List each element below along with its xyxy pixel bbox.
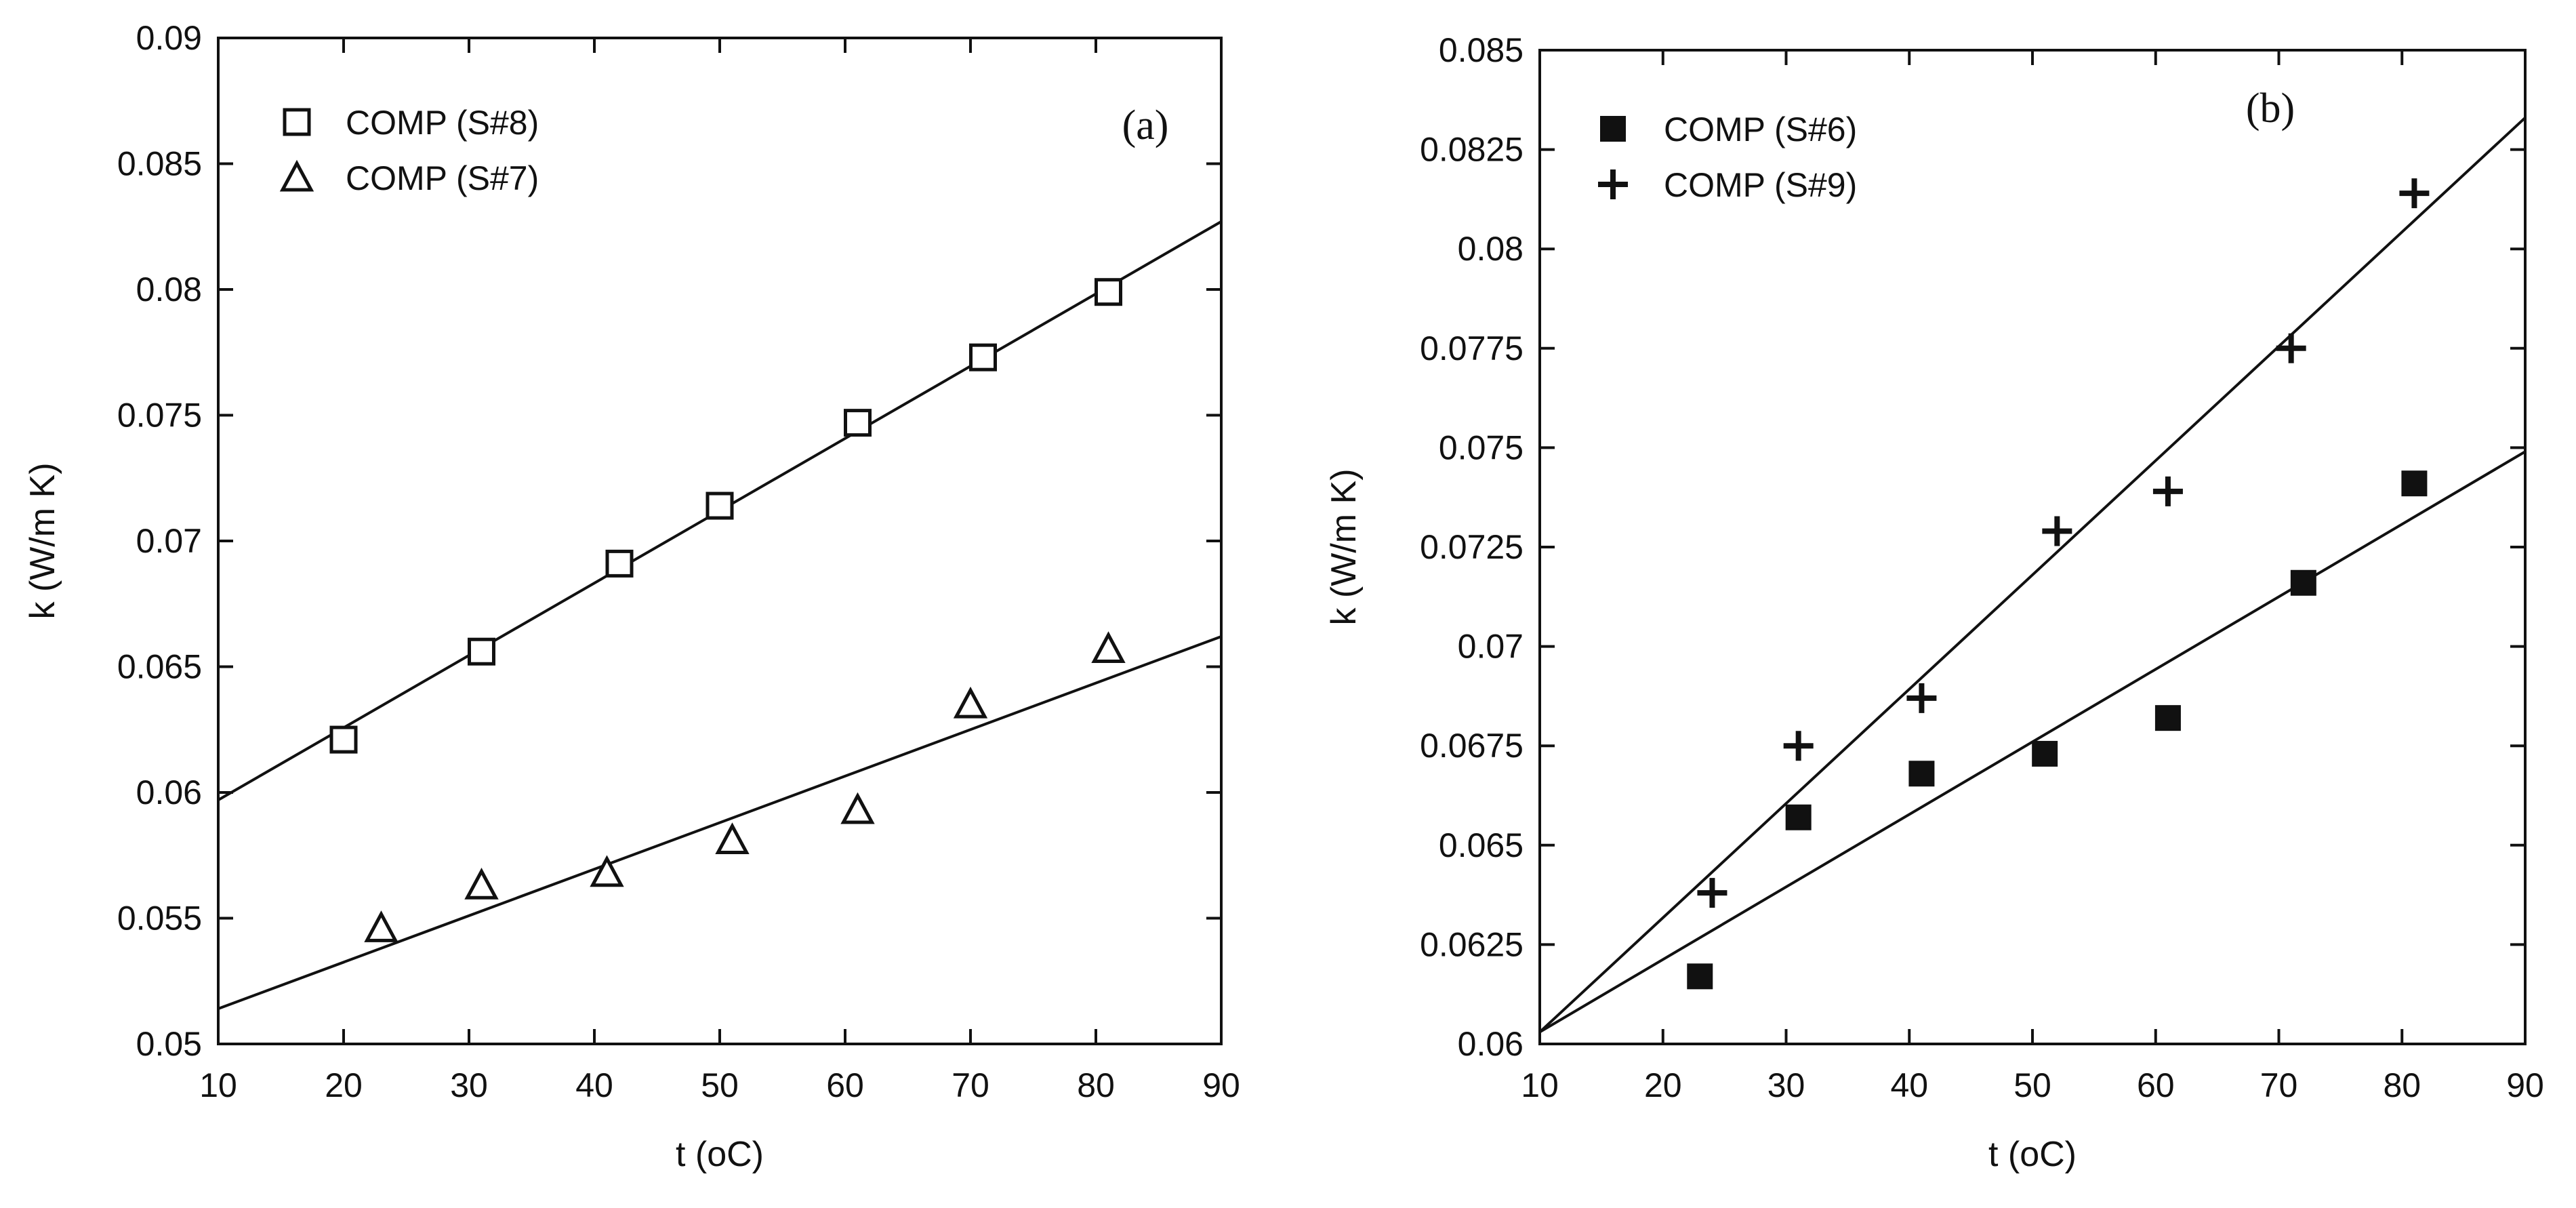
- data-point-series-2: [2276, 333, 2306, 363]
- chart-panel-b: 10 20 30 40 50 60 70 80 90 0.06 0.0625 0.065 0.0675…: [1324, 31, 2544, 1174]
- legend-label-series-2: COMP (S#9): [1664, 166, 1857, 204]
- legend-marker-series-2: [279, 159, 314, 192]
- legend-label-series-2: COMP (S#7): [346, 159, 539, 197]
- x-tick-label: 60: [2137, 1066, 2175, 1104]
- y-tick-label: 0.0675: [1420, 727, 1524, 765]
- data-point-series-1: [1095, 278, 1122, 306]
- data-point-series-1: [2154, 705, 2181, 731]
- y-tick-label: 0.08: [136, 270, 202, 308]
- x-axis-label-a: t (oC): [676, 1135, 764, 1174]
- data-point-series-2: [2042, 516, 2072, 546]
- x-tick-label: 20: [1644, 1066, 1682, 1104]
- x-axis-ticks-a: 10 20 30 40 50 60 70 80 90: [199, 38, 1240, 1104]
- data-point-series-1: [1785, 804, 1812, 830]
- data-point-series-2: [464, 867, 499, 900]
- x-tick-label: 10: [1521, 1066, 1559, 1104]
- y-axis-label-a: k (W/m K): [23, 462, 62, 619]
- data-point-series-2: [1906, 683, 1937, 713]
- x-tick-label: 40: [575, 1066, 613, 1104]
- y-tick-label: 0.065: [1439, 826, 1524, 864]
- x-tick-label: 70: [952, 1066, 989, 1104]
- data-point-series-1: [468, 637, 495, 666]
- x-tick-label: 80: [1077, 1066, 1115, 1104]
- x-tick-label: 50: [701, 1066, 739, 1104]
- x-tick-label: 70: [2260, 1066, 2298, 1104]
- panel-label-b: (b): [2246, 85, 2295, 132]
- y-tick-label: 0.05: [136, 1025, 202, 1063]
- x-tick-label: 40: [1890, 1066, 1928, 1104]
- panel-label-a: (a): [1122, 102, 1169, 148]
- data-points-a: [329, 278, 1126, 942]
- data-point-series-2: [840, 792, 875, 824]
- data-point-series-1: [2290, 569, 2316, 596]
- legend-marker-series-1: [1600, 116, 1626, 142]
- legend-marker-series-2: [1598, 169, 1628, 199]
- y-tick-label: 0.0625: [1420, 925, 1524, 963]
- x-axis-ticks-b: 10 20 30 40 50 60 70 80 90: [1521, 50, 2544, 1104]
- data-point-series-1: [2032, 740, 2058, 767]
- y-axis-ticks-b: 0.06 0.0625 0.065 0.0675 0.07 0.0725 0.075 0.07…: [1420, 31, 2525, 1063]
- data-point-series-1: [605, 549, 634, 578]
- x-tick-label: 30: [1767, 1066, 1805, 1104]
- x-tick-label: 10: [199, 1066, 237, 1104]
- data-point-series-2: [590, 855, 624, 887]
- chart-panel-a: 10 20 30 40 50 60 70 80 90 0.050.0550.060.0650.0…: [23, 19, 1240, 1174]
- y-tick-label: 0.0725: [1420, 528, 1524, 566]
- y-tick-label: 0.0825: [1420, 131, 1524, 169]
- legend-label-series-1: COMP (S#6): [1664, 110, 1857, 148]
- data-points-b: [1687, 178, 2430, 990]
- legend-label-series-1: COMP (S#8): [346, 104, 539, 142]
- y-tick-label: 0.065: [117, 648, 202, 686]
- y-tick-label: 0.07: [1458, 628, 1524, 666]
- data-point-series-2: [2152, 476, 2183, 506]
- x-axis-label-b: t (oC): [1988, 1135, 2077, 1174]
- legend-marker-series-1: [283, 108, 311, 136]
- y-tick-label: 0.06: [1458, 1025, 1524, 1063]
- data-point-series-1: [2401, 470, 2428, 497]
- data-point-series-1: [969, 343, 997, 371]
- y-tick-label: 0.07: [136, 522, 202, 560]
- y-tick-label: 0.075: [117, 397, 202, 435]
- x-tick-label: 30: [450, 1066, 488, 1104]
- data-point-series-1: [1908, 761, 1935, 787]
- data-point-series-2: [1091, 631, 1126, 664]
- x-tick-label: 90: [1202, 1066, 1240, 1104]
- y-tick-label: 0.09: [136, 19, 202, 57]
- data-point-series-2: [715, 822, 750, 854]
- fit-line-series-2: [218, 635, 1222, 1010]
- legend-b: COMP (S#6) COMP (S#9): [1598, 110, 1857, 204]
- data-point-series-2: [953, 686, 988, 719]
- x-tick-label: 60: [826, 1066, 864, 1104]
- y-tick-label: 0.055: [117, 900, 202, 938]
- y-axis-label-b: k (W/m K): [1324, 468, 1364, 625]
- y-tick-label: 0.075: [1439, 428, 1524, 466]
- fit-line-series-2: [1538, 117, 2527, 1033]
- y-tick-label: 0.06: [136, 773, 202, 811]
- data-point-series-2: [364, 910, 398, 942]
- data-point-series-2: [2399, 178, 2430, 209]
- data-point-series-1: [1687, 963, 1713, 990]
- data-point-series-1: [329, 725, 358, 754]
- y-tick-label: 0.085: [117, 145, 202, 183]
- data-point-series-2: [1697, 878, 1727, 908]
- y-axis-ticks-a: 0.05 0.055 0.06 0.065 0.07 0.075 0.08 0.085 0.09: [117, 19, 1221, 1063]
- data-point-series-1: [844, 409, 872, 437]
- x-tick-label: 90: [2506, 1066, 2544, 1104]
- y-tick-label: 0.085: [1439, 31, 1524, 69]
- y-tick-label: 0.0775: [1420, 329, 1524, 367]
- legend-a: COMP (S#8) COMP (S#7): [279, 104, 539, 197]
- data-point-series-1: [706, 491, 734, 520]
- x-tick-label: 80: [2383, 1066, 2421, 1104]
- data-point-series-2: [1783, 731, 1814, 761]
- x-tick-label: 50: [2013, 1066, 2051, 1104]
- x-tick-label: 20: [325, 1066, 363, 1104]
- y-tick-label: 0.08: [1458, 230, 1524, 268]
